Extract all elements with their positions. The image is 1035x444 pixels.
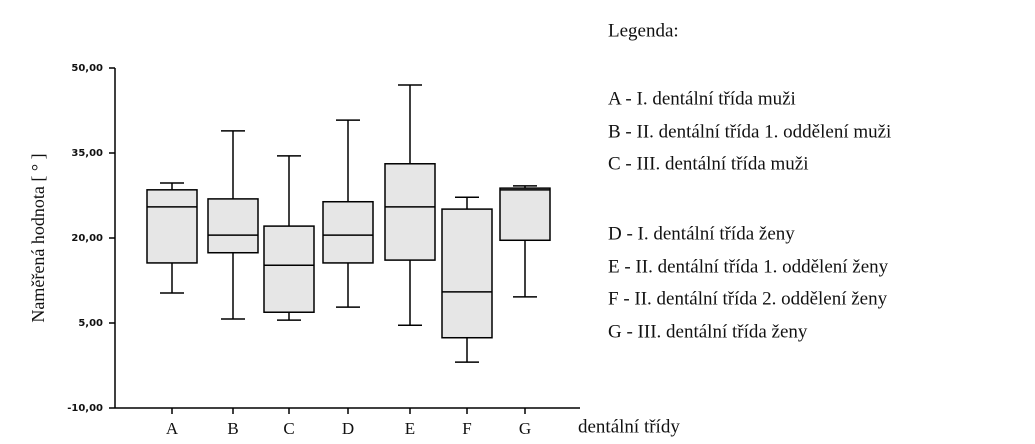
box (146, 189, 198, 264)
box (322, 200, 374, 264)
x-tick-label: F (462, 419, 471, 438)
box (263, 225, 315, 313)
legend-item: G - III. dentální třída ženy (608, 321, 808, 342)
y-tick-label: -10,00 (67, 403, 103, 414)
legend-item: F - II. dentální třída 2. oddělení ženy (608, 288, 888, 309)
x-tick-label: C (283, 419, 294, 438)
y-tick-label: 5,00 (78, 318, 103, 329)
legend-item: B - II. dentální třída 1. oddělení muži (608, 121, 891, 142)
box (441, 208, 493, 339)
x-tick-label: A (166, 419, 179, 438)
y-axis-label: Naměřená hodnota [ ° ] (28, 153, 48, 322)
legend-item: C - III. dentální třída muži (608, 153, 809, 174)
x-tick-label: G (519, 419, 531, 438)
box (499, 187, 551, 242)
x-tick-label: E (405, 419, 415, 438)
box (207, 198, 259, 254)
y-tick-label: 20,00 (71, 233, 103, 244)
y-tick-label: 35,00 (71, 148, 103, 159)
legend-title: Legenda: (608, 20, 679, 41)
box (384, 163, 436, 261)
legend-item: D - I. dentální třída ženy (608, 223, 795, 244)
x-axis-label: dentální třídy (578, 416, 680, 437)
x-tick-label: D (342, 419, 354, 438)
y-tick-label: 50,00 (71, 63, 103, 74)
legend-item: A - I. dentální třída muži (608, 88, 796, 109)
x-tick-label: B (227, 419, 238, 438)
legend-item: E - II. dentální třída 1. oddělení ženy (608, 256, 889, 277)
